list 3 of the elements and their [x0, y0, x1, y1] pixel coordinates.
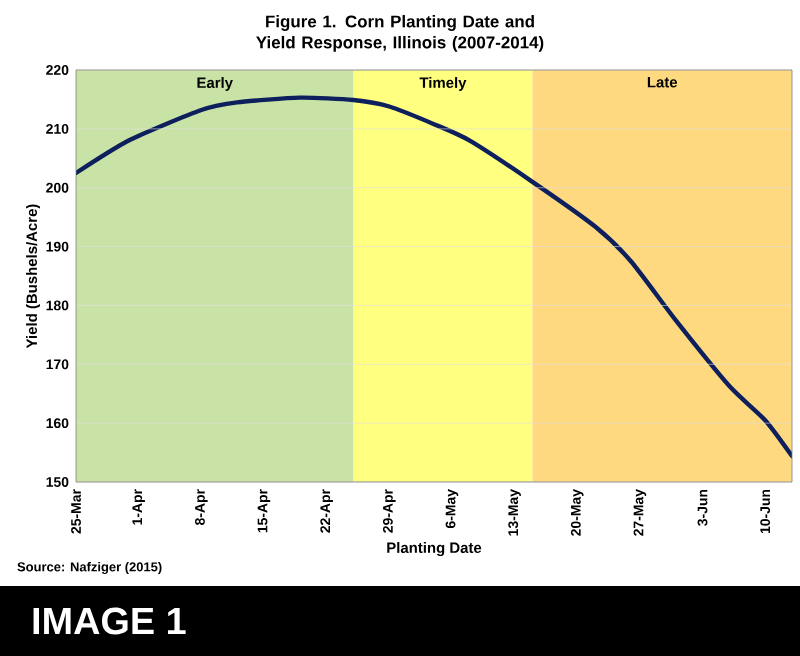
chart-title: Figure 1. Corn Planting Date and Yield Response, Illinois (2007-2014)	[256, 15, 544, 52]
line-series	[76, 95, 792, 459]
text: IMAGE 1	[33, 607, 186, 635]
